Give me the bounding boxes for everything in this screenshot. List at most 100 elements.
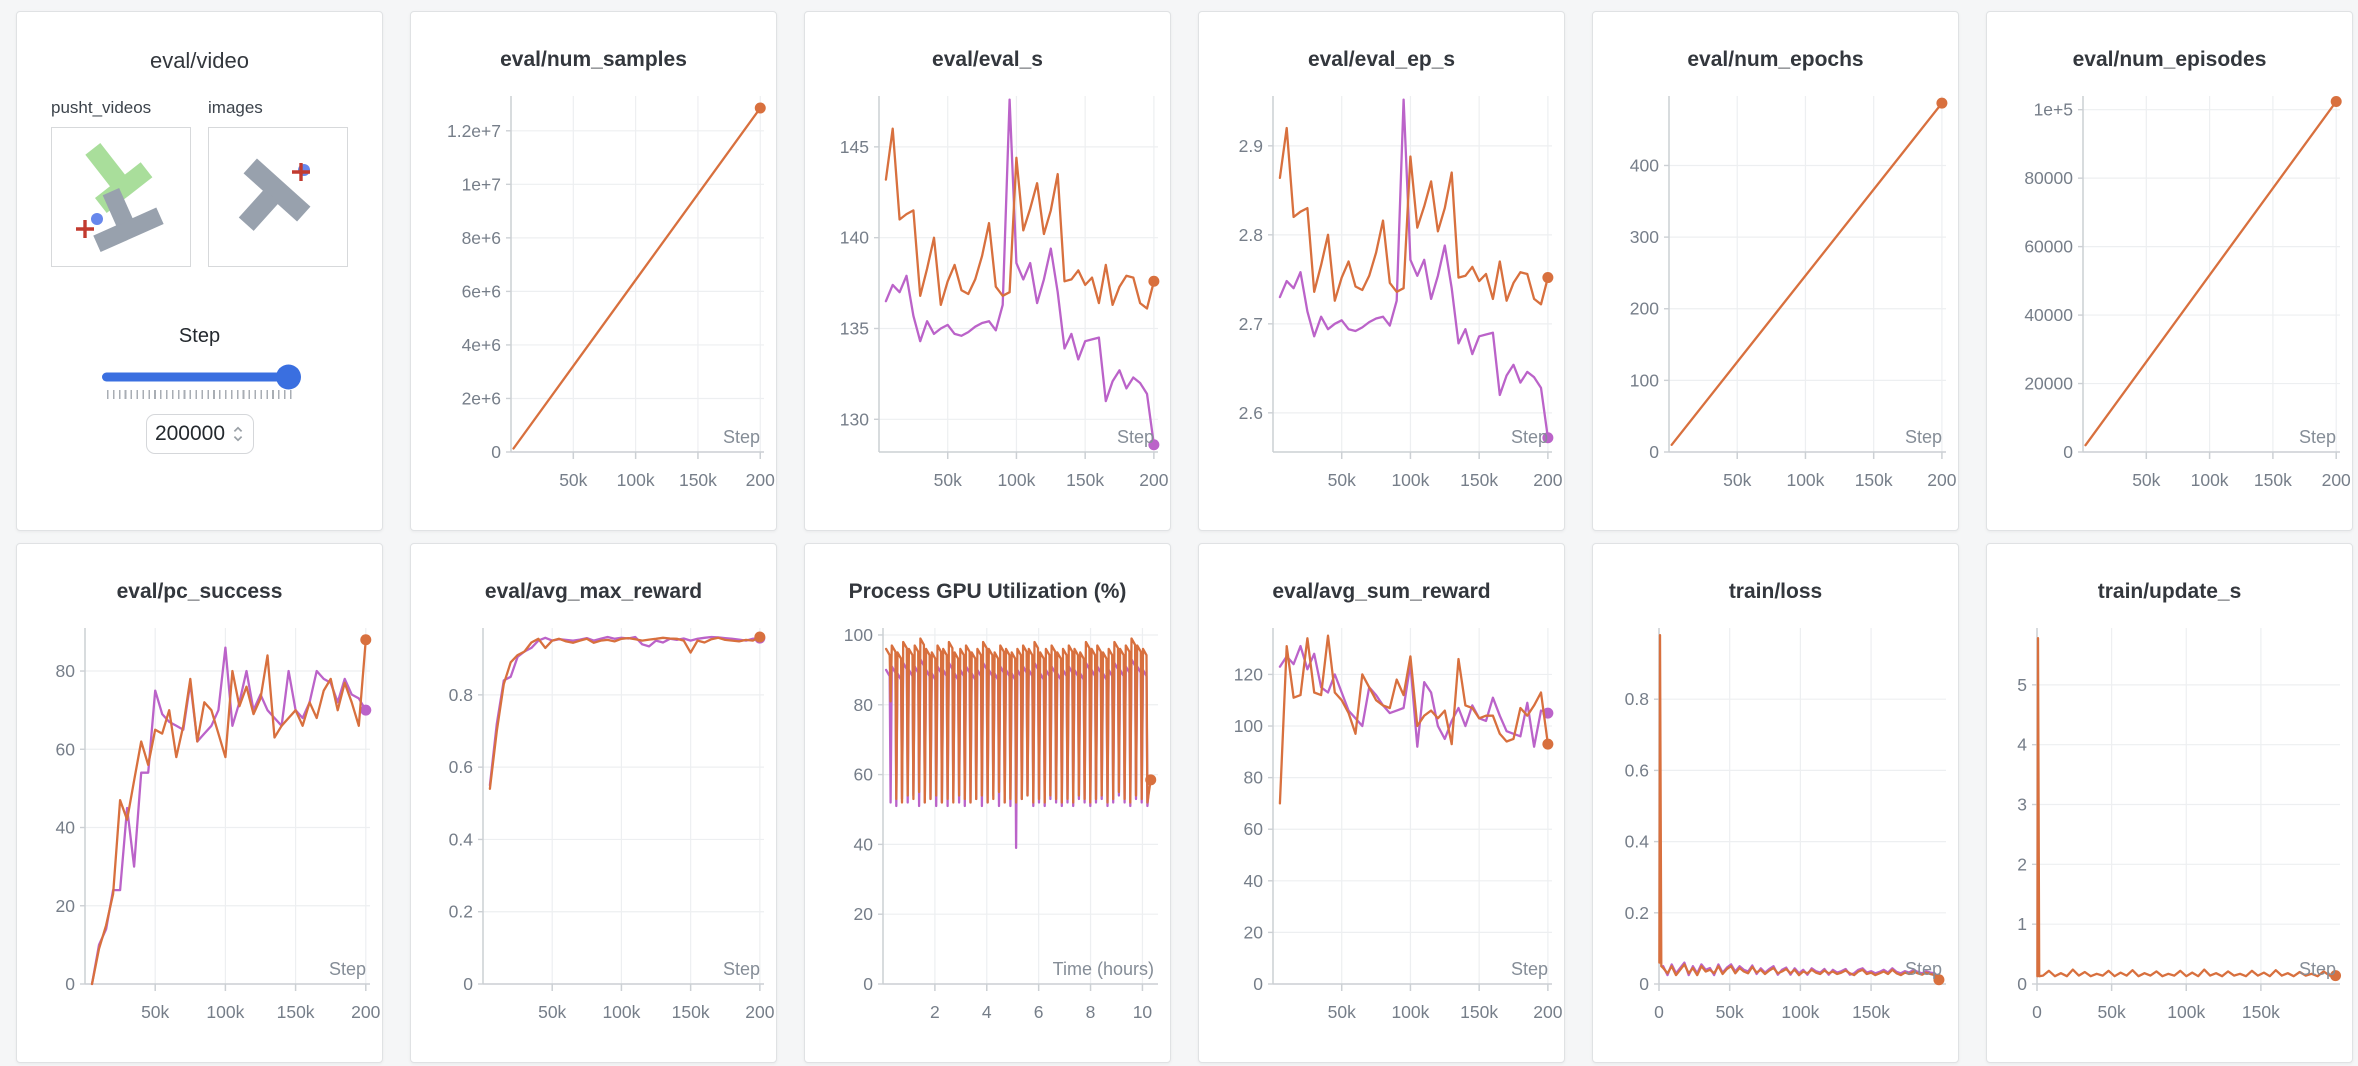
svg-text:100k: 100k (2191, 470, 2229, 490)
svg-text:2e+6: 2e+6 (462, 388, 501, 408)
svg-text:10: 10 (1133, 1002, 1153, 1022)
svg-text:20: 20 (1244, 922, 1264, 942)
image-thumbnail[interactable] (208, 127, 348, 267)
line-chart-eval-num-epochs[interactable]: 0 100 200 300 400 50k 100k 150k 200 Step (1593, 80, 1959, 516)
line-chart-eval-pc-success[interactable]: 0 20 40 60 80 50k 100k 150k 200 Step (17, 612, 383, 1048)
panel-eval-num-episodes: eval/num_episodes 0 20000 40000 60000 80000 1… (1986, 11, 2353, 531)
svg-text:1.2e+7: 1.2e+7 (447, 121, 501, 141)
svg-text:0: 0 (1253, 974, 1263, 994)
svg-text:400: 400 (1630, 155, 1659, 175)
line-chart-eval-num-episodes[interactable]: 0 20000 40000 60000 80000 1e+5 50k 100k 150k 200 S… (1987, 80, 2353, 516)
svg-text:100k: 100k (1391, 470, 1429, 490)
line-chart-eval-eval-s[interactable]: 130 135 140 145 50k 100k 150k 200 Step (805, 80, 1171, 516)
svg-text:40000: 40000 (2024, 305, 2073, 325)
svg-text:40: 40 (56, 818, 76, 838)
panel-eval-num-epochs: eval/num_epochs 0 100 200 300 400 50k 100k 150k… (1592, 11, 1959, 531)
svg-text:200: 200 (2322, 470, 2351, 490)
svg-text:20000: 20000 (2024, 374, 2073, 394)
step-input-spinner[interactable] (232, 425, 244, 443)
svg-text:Step: Step (1511, 959, 1548, 979)
svg-text:80: 80 (1244, 768, 1264, 788)
svg-text:2.6: 2.6 (1239, 403, 1263, 423)
svg-text:Step: Step (1511, 427, 1548, 447)
step-number-input[interactable]: 200000 (145, 414, 254, 454)
svg-text:2: 2 (2017, 854, 2027, 874)
chart-title: eval/avg_sum_reward (1272, 580, 1491, 603)
svg-text:1e+7: 1e+7 (462, 174, 501, 194)
svg-text:200: 200 (745, 1002, 774, 1022)
svg-text:0: 0 (863, 974, 873, 994)
svg-text:0: 0 (2032, 1002, 2042, 1022)
svg-text:Time (hours): Time (hours) (1053, 959, 1154, 979)
svg-text:50k: 50k (538, 1002, 566, 1022)
svg-text:150k: 150k (2242, 1002, 2280, 1022)
svg-text:150k: 150k (1460, 470, 1498, 490)
agent-dot (91, 213, 103, 225)
svg-text:0: 0 (1654, 1002, 1664, 1022)
gray-t-shape (238, 158, 311, 231)
line-chart-eval-avg-max-reward[interactable]: 0 0.2 0.4 0.6 0.8 50k 100k 150k 200 Step (411, 612, 777, 1048)
svg-text:150k: 150k (679, 470, 717, 490)
panel-eval-avg-max-reward: eval/avg_max_reward 0 0.2 0.4 0.6 0.8 50k 100k… (410, 543, 777, 1063)
line-chart-train-update-s[interactable]: 0 1 2 3 4 5 0 50k 100k 150k Step (1987, 612, 2353, 1048)
line-chart-train-loss[interactable]: 0 0.2 0.4 0.6 0.8 0 50k 100k 150k Step (1593, 612, 1959, 1048)
svg-text:4: 4 (2017, 735, 2027, 755)
svg-text:Step: Step (329, 959, 366, 979)
goal-cross (292, 163, 310, 181)
svg-text:50k: 50k (1328, 470, 1356, 490)
panel-train-loss: train/loss 0 0.2 0.4 0.6 0.8 0 50k 100k 150k Step (1592, 543, 1959, 1063)
svg-text:100k: 100k (1781, 1002, 1819, 1022)
step-slider-handle[interactable] (275, 364, 301, 389)
svg-text:0: 0 (1649, 442, 1659, 462)
svg-text:100k: 100k (997, 470, 1035, 490)
svg-text:Step: Step (2299, 427, 2336, 447)
svg-text:130: 130 (840, 409, 869, 429)
video-thumbnail-pusht[interactable] (51, 127, 191, 267)
svg-text:150k: 150k (1066, 470, 1104, 490)
svg-text:8e+6: 8e+6 (462, 228, 501, 248)
svg-text:6e+6: 6e+6 (462, 281, 501, 301)
line-chart-eval-num-samples[interactable]: 0 2e+6 4e+6 6e+6 8e+6 1e+7 1.2e+7 50k 100k 150k 20… (411, 80, 777, 516)
svg-text:200: 200 (1139, 470, 1168, 490)
line-chart-eval-avg-sum-reward[interactable]: 0 20 40 60 80 100 120 50k 100k 150k 200 Step (1199, 612, 1565, 1048)
panel-eval-eval-s: eval/eval_s 130 135 140 145 50k 100k 150k 200 St… (804, 11, 1171, 531)
chevron-up-icon[interactable] (232, 425, 244, 434)
chart-title: train/update_s (2097, 580, 2242, 603)
svg-text:3: 3 (2017, 795, 2027, 815)
svg-text:50k: 50k (141, 1002, 169, 1022)
svg-text:20: 20 (56, 896, 76, 916)
svg-text:80: 80 (56, 661, 76, 681)
chevron-down-icon[interactable] (232, 434, 244, 443)
svg-text:2.8: 2.8 (1239, 225, 1263, 245)
chart-title: eval/pc_success (116, 580, 283, 603)
chart-title: eval/num_epochs (1687, 48, 1864, 71)
goal-cross (76, 220, 94, 238)
svg-text:0: 0 (2063, 442, 2073, 462)
step-slider[interactable] (101, 364, 301, 389)
svg-text:0.4: 0.4 (1625, 832, 1650, 852)
svg-text:50k: 50k (1328, 1002, 1356, 1022)
media-column-pusht-videos: pusht_videos (51, 98, 191, 267)
chart-title: Process GPU Utilization (%) (848, 580, 1127, 603)
step-input-value[interactable]: 200000 (154, 422, 226, 445)
svg-text:100k: 100k (206, 1002, 244, 1022)
step-slider-ruler-ticks (106, 390, 293, 399)
svg-text:6: 6 (1034, 1002, 1044, 1022)
svg-text:200: 200 (1927, 470, 1956, 490)
svg-text:200: 200 (1533, 470, 1562, 490)
svg-text:2.7: 2.7 (1239, 314, 1263, 334)
svg-text:100: 100 (1234, 716, 1263, 736)
svg-text:50k: 50k (2132, 470, 2160, 490)
svg-text:200: 200 (1630, 299, 1659, 319)
svg-text:0: 0 (2017, 974, 2027, 994)
svg-text:0.2: 0.2 (1625, 903, 1649, 923)
svg-text:0.6: 0.6 (1625, 760, 1649, 780)
line-chart-eval-eval-ep-s[interactable]: 2.6 2.7 2.8 2.9 50k 100k 150k 200 Step (1199, 80, 1565, 516)
svg-text:8: 8 (1086, 1002, 1096, 1022)
line-chart-gpu-utilization[interactable]: 0 20 40 60 80 100 2 4 6 8 10 Time (hours) (805, 612, 1171, 1048)
step-slider-track[interactable] (101, 372, 298, 381)
chart-title: eval/eval_ep_s (1307, 48, 1456, 71)
svg-text:4e+6: 4e+6 (462, 335, 501, 355)
svg-text:50k: 50k (1716, 1002, 1744, 1022)
svg-text:5: 5 (2017, 675, 2027, 695)
